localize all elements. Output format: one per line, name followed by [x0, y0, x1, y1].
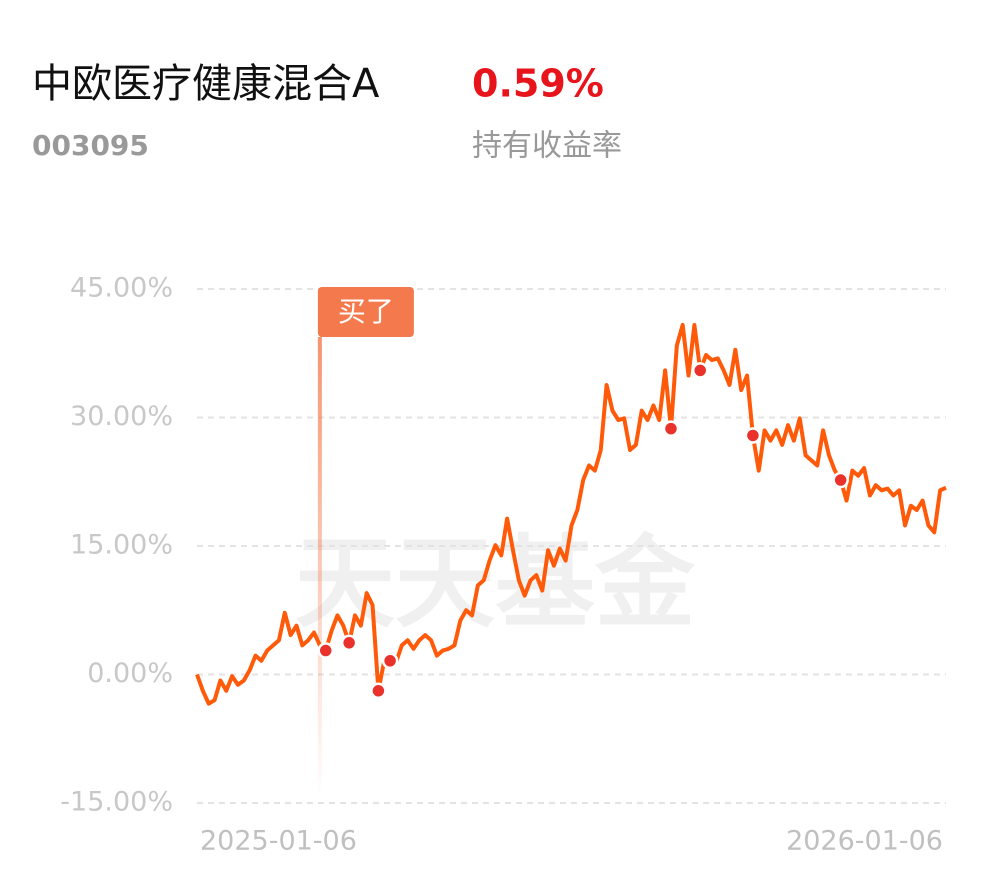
fund-name: 中欧医疗健康混合A [32, 61, 380, 107]
x-tick-label: 2026-01-06 [786, 826, 943, 857]
y-tick-label: 30.00% [70, 401, 173, 432]
trade-marker [691, 362, 709, 379]
return-value: 0.59% [472, 62, 604, 106]
trade-marker [832, 471, 849, 489]
fund-code: 003095 [32, 129, 149, 162]
fund-line [195, 322, 947, 706]
trade-marker [340, 634, 358, 652]
return-label: 持有收益率 [472, 129, 622, 164]
y-tick-label: 45.00% [70, 273, 173, 304]
trade-marker [662, 420, 680, 437]
trade-marker [370, 682, 387, 700]
trade-marker [317, 642, 334, 659]
buy-label: 买了 [338, 295, 394, 328]
y-tick-label: 15.00% [70, 530, 173, 561]
trade-marker [744, 427, 762, 444]
y-tick-label: 0.00% [87, 658, 173, 689]
x-tick-label: 2025-01-06 [200, 826, 357, 857]
buy-badge [317, 287, 414, 337]
trade-marker [381, 652, 399, 670]
buy-line [317, 337, 322, 797]
y-tick-label: -15.00% [60, 787, 173, 818]
